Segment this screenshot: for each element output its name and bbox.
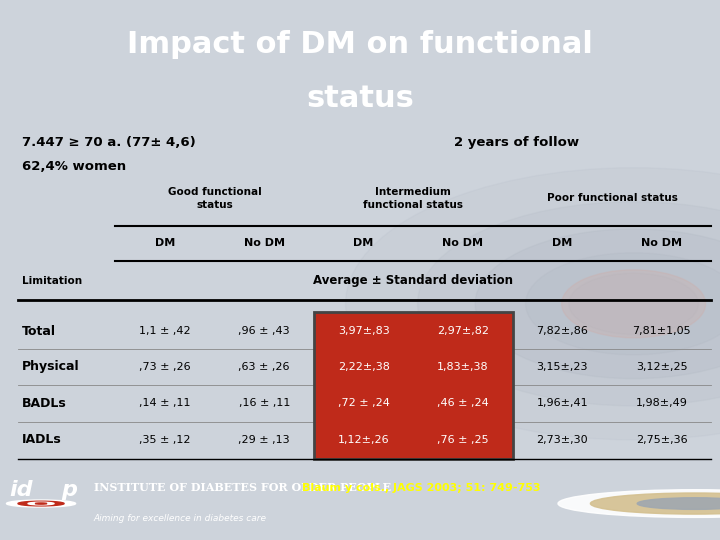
Text: Limitation: Limitation (22, 276, 82, 286)
Circle shape (590, 493, 720, 514)
Text: ,29 ± ,13: ,29 ± ,13 (238, 435, 290, 445)
Text: 2,22±,38: 2,22±,38 (338, 362, 390, 372)
Text: 2 years of follow: 2 years of follow (454, 136, 579, 148)
Text: ,72 ± ,24: ,72 ± ,24 (338, 398, 390, 408)
Circle shape (6, 500, 76, 507)
Text: ,14 ± ,11: ,14 ± ,11 (139, 398, 191, 408)
Text: 2,97±,82: 2,97±,82 (437, 326, 489, 336)
Text: IADLs: IADLs (22, 434, 61, 447)
Circle shape (418, 202, 720, 406)
Text: INSTITUTE OF DIABETES FOR OLDER PEOPLE: INSTITUTE OF DIABETES FOR OLDER PEOPLE (94, 482, 391, 493)
Circle shape (526, 253, 720, 355)
Circle shape (35, 503, 47, 504)
Text: Total: Total (22, 325, 55, 338)
Text: DM: DM (552, 238, 572, 247)
Text: ,46 ± ,24: ,46 ± ,24 (437, 398, 489, 408)
Text: Good functional
status: Good functional status (168, 187, 261, 210)
Text: 2,75±,36: 2,75±,36 (636, 435, 688, 445)
Text: id: id (9, 481, 33, 501)
Text: 3,97±,83: 3,97±,83 (338, 326, 390, 336)
Circle shape (18, 501, 64, 506)
Text: 1,83±,38: 1,83±,38 (437, 362, 489, 372)
Text: 62,4% women: 62,4% women (22, 159, 126, 172)
Text: BADLs: BADLs (22, 397, 66, 410)
Text: ,76 ± ,25: ,76 ± ,25 (437, 435, 489, 445)
Text: 7.447 ≥ 70 a. (77± 4,6): 7.447 ≥ 70 a. (77± 4,6) (22, 136, 195, 148)
Text: 7,82±,86: 7,82±,86 (536, 326, 588, 336)
Text: 7,81±1,05: 7,81±1,05 (632, 326, 691, 336)
Circle shape (28, 502, 54, 505)
Circle shape (346, 168, 720, 440)
Text: Poor functional status: Poor functional status (546, 193, 678, 204)
Circle shape (562, 270, 706, 338)
Text: DM: DM (155, 238, 175, 247)
Text: DM: DM (354, 238, 374, 247)
Text: ,73 ± ,26: ,73 ± ,26 (139, 362, 191, 372)
Text: Intermedium
functional status: Intermedium functional status (364, 187, 463, 210)
Text: Physical: Physical (22, 360, 79, 373)
Text: 1,98±,49: 1,98±,49 (636, 398, 688, 408)
Text: 3,12±,25: 3,12±,25 (636, 362, 688, 372)
Circle shape (637, 498, 720, 509)
Text: Aiming for excellence in diabetes care: Aiming for excellence in diabetes care (94, 514, 266, 523)
Circle shape (569, 273, 698, 334)
Text: No DM: No DM (443, 238, 483, 247)
Text: ,96 ± ,43: ,96 ± ,43 (238, 326, 290, 336)
Text: ,16 ± ,11: ,16 ± ,11 (238, 398, 290, 408)
Text: ,63 ± ,26: ,63 ± ,26 (238, 362, 290, 372)
Text: ,35 ± ,12: ,35 ± ,12 (139, 435, 191, 445)
Text: 2,73±,30: 2,73±,30 (536, 435, 588, 445)
Text: 1,96±,41: 1,96±,41 (536, 398, 588, 408)
Text: No DM: No DM (244, 238, 284, 247)
Text: Blaum y cols., JAGS 2003; 51: 749-753: Blaum y cols., JAGS 2003; 51: 749-753 (302, 483, 541, 492)
Text: Average ± Standard deviation: Average ± Standard deviation (313, 274, 513, 287)
Bar (314, 312, 513, 458)
Text: status: status (306, 84, 414, 113)
Text: 3,15±,23: 3,15±,23 (536, 362, 588, 372)
Text: p: p (61, 481, 77, 501)
Text: 1,1 ± ,42: 1,1 ± ,42 (139, 326, 191, 336)
Text: Impact of DM on functional: Impact of DM on functional (127, 30, 593, 59)
Text: 1,12±,26: 1,12±,26 (338, 435, 390, 445)
Text: No DM: No DM (642, 238, 682, 247)
Circle shape (475, 229, 720, 379)
Circle shape (558, 490, 720, 517)
